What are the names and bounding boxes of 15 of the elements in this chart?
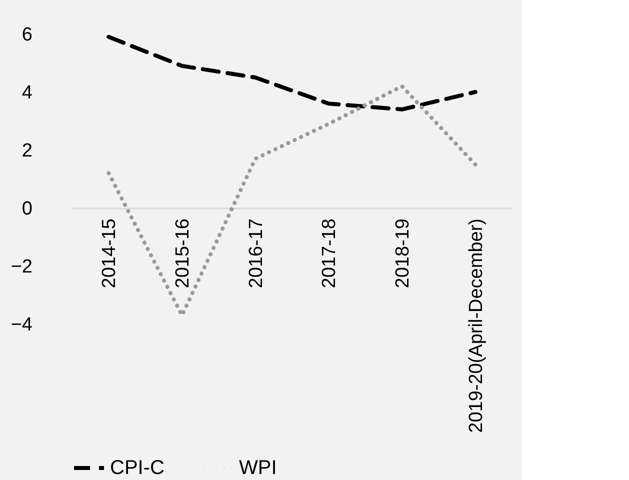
line-series xyxy=(106,34,478,112)
x-tick-label: 2019-20(April-December) xyxy=(466,218,487,433)
y-tick-label: −4 xyxy=(10,314,33,336)
y-tick-label: 6 xyxy=(22,24,32,46)
x-tick-label: 2016-17 xyxy=(246,218,267,288)
x-tick-label: 2014-15 xyxy=(99,218,120,288)
y-tick-label: 2 xyxy=(22,140,32,162)
y-tick-label: 4 xyxy=(22,82,33,104)
legend-label: WPI xyxy=(239,457,277,479)
y-tick-label: −2 xyxy=(10,256,32,278)
legend-label: CPI-C xyxy=(110,457,164,479)
x-tick-label: 2018-19 xyxy=(392,218,414,288)
y-tick-label: 0 xyxy=(22,198,32,220)
x-tick-label: 2017-18 xyxy=(319,218,340,288)
x-tick-label: 2015-16 xyxy=(172,218,194,288)
